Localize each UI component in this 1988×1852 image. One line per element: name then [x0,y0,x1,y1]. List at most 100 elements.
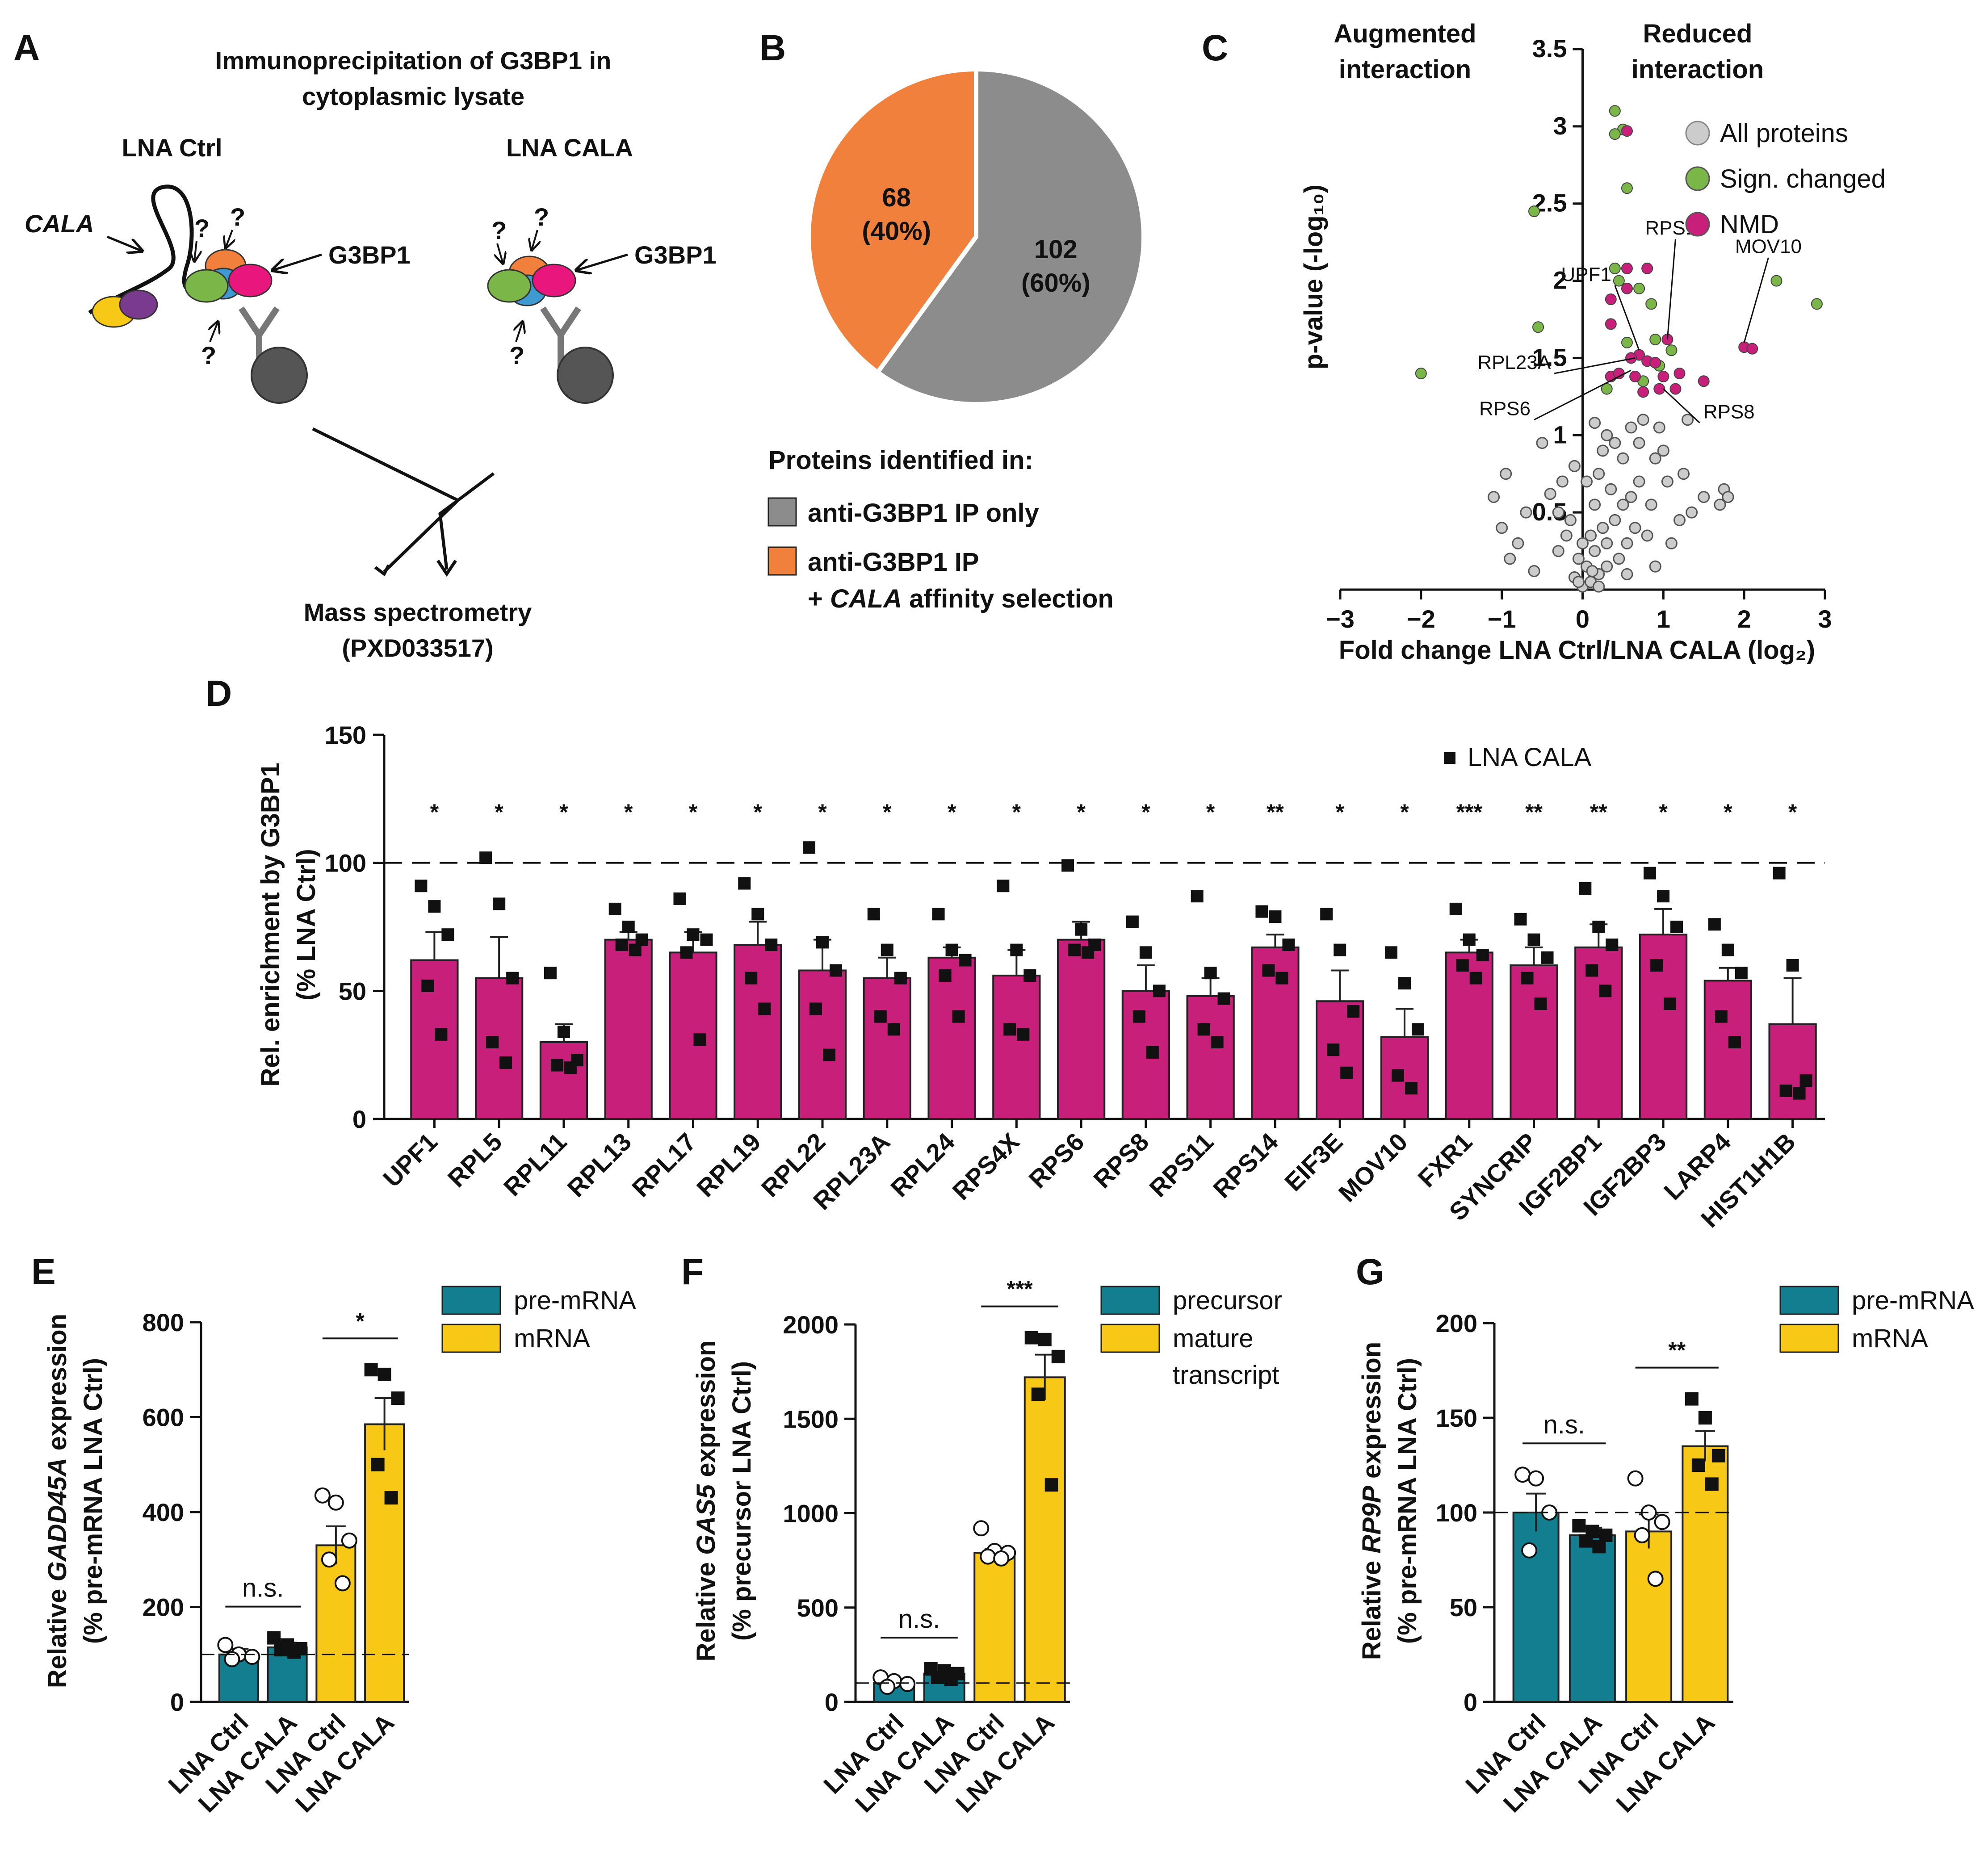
volcano-ytick-label: 3.5 [1532,34,1567,63]
bar-rpl19 [734,944,782,1120]
legend-sign-changed: Sign. changed [1720,164,1886,193]
replicate-point [1627,1470,1644,1487]
left-complex [88,184,308,404]
point-all-proteins [1629,522,1641,534]
svg-text:(% pre-mRNA LNA Ctrl): (% pre-mRNA LNA Ctrl) [79,1358,108,1644]
svg-text:mature: mature [1173,1324,1254,1353]
lna-ctrl-label: LNA Ctrl [122,134,222,162]
comparison-label: n.s. [242,1574,284,1603]
point-all-proteins [1488,491,1500,503]
replicate-point [428,900,441,913]
svg-text:pre-mRNA: pre-mRNA [514,1286,636,1315]
point-sign-changed [1532,321,1544,333]
svg-text:mRNA: mRNA [514,1324,590,1353]
d-ytick-label: 50 [339,977,366,1005]
point-all-proteins [1673,514,1686,526]
replicate-point [1031,1387,1045,1401]
point-all-proteins [1593,580,1605,593]
volcano-ytick-label: 1.5 [1532,343,1567,371]
bar-igf2bp3 [1639,934,1688,1120]
ytick-label: 1000 [783,1500,839,1528]
replicate-point [700,933,713,946]
point-sign-changed [1601,383,1613,395]
point-sign-changed [1609,105,1621,117]
point-all-proteins [1617,499,1629,511]
svg-text:?: ? [491,216,507,244]
replicate-point [1476,949,1489,962]
replicate-point [1023,969,1036,982]
point-nmd [1621,125,1633,137]
pie-legend-item-1: anti-G3BP1 IP only [808,499,1039,528]
annotation-rpl23a: RPL23A [1477,352,1551,373]
ytick-label: 200 [143,1593,184,1622]
replicate-point [1320,908,1333,921]
replicate-point [1606,939,1619,951]
point-nmd [1605,293,1617,306]
significance-rpl11: * [559,800,568,825]
ytick-label: 1500 [783,1405,839,1433]
d-ytick-label: 100 [325,849,366,877]
comparison-label: n.s. [898,1605,940,1634]
replicate-point [441,928,454,941]
replicate-point [1799,1074,1812,1087]
replicate-point [1664,997,1677,1010]
annotation-leader [1743,257,1769,343]
pie-legend-item-2: anti-G3BP1 IP [808,548,979,577]
pie-slice-1 [874,67,1146,406]
svg-text:interaction: interaction [1339,55,1472,84]
replicate-point [1521,972,1534,985]
comparison-label: n.s. [1543,1410,1585,1439]
panel-b: B 102 (60%) 68 (40%) Proteins identified in… [759,28,1146,613]
point-all-proteins [1621,568,1633,580]
point-nmd [1649,356,1661,369]
point-all-proteins [1564,514,1577,526]
replicate-point [1685,1392,1699,1406]
replicate-point [952,1010,965,1023]
point-all-proteins [1601,537,1613,549]
replicate-point [1204,967,1217,980]
svg-text:mRNA: mRNA [1852,1324,1928,1353]
point-all-proteins [1577,537,1589,549]
svg-text:Relative RP9P expression: Relative RP9P expression [1357,1342,1386,1660]
replicate-point [1038,1332,1052,1346]
replicate-point [932,908,945,921]
replicate-point [1411,1023,1424,1036]
replicate-point [224,1651,240,1668]
replicate-point [1521,1542,1538,1559]
replicate-point [673,892,686,905]
annotation-upf1: UPF1 [1561,264,1611,285]
annotation-leader [1534,369,1632,421]
point-all-proteins [1657,444,1669,457]
point-sign-changed [1415,368,1427,379]
replicate-point [1017,1028,1030,1041]
pie-slice-2 [806,67,978,376]
point-all-proteins [1589,499,1601,511]
point-all-proteins [1613,553,1625,565]
bar-3 [315,1544,356,1703]
significance-rps4x: * [1012,800,1021,825]
replicate-point [993,1550,1010,1567]
point-all-proteins [1633,437,1645,449]
bar-3 [973,1552,1016,1703]
significance-rpl24: * [948,800,956,825]
point-nmd [1625,352,1637,364]
annotation-leader [1663,388,1700,423]
point-nmd [1637,386,1649,398]
replicate-point [550,1059,563,1072]
replicate-point [493,897,506,910]
significance-rpl22: * [818,800,827,825]
replicate-point [738,877,751,890]
pie-percent-label-2: (40%) [862,217,931,246]
point-sign-changed [1621,336,1633,348]
bar-upf1 [410,959,459,1120]
point-all-proteins [1552,506,1564,519]
point-nmd [1621,282,1633,294]
point-nmd [1641,262,1653,274]
replicate-point [758,1002,771,1015]
protein-magenta [228,264,273,297]
replicate-point [1644,867,1657,880]
svg-text:precursor: precursor [1173,1286,1282,1315]
protein-green [184,269,229,303]
volcano-xtick-label: 1 [1657,605,1670,633]
